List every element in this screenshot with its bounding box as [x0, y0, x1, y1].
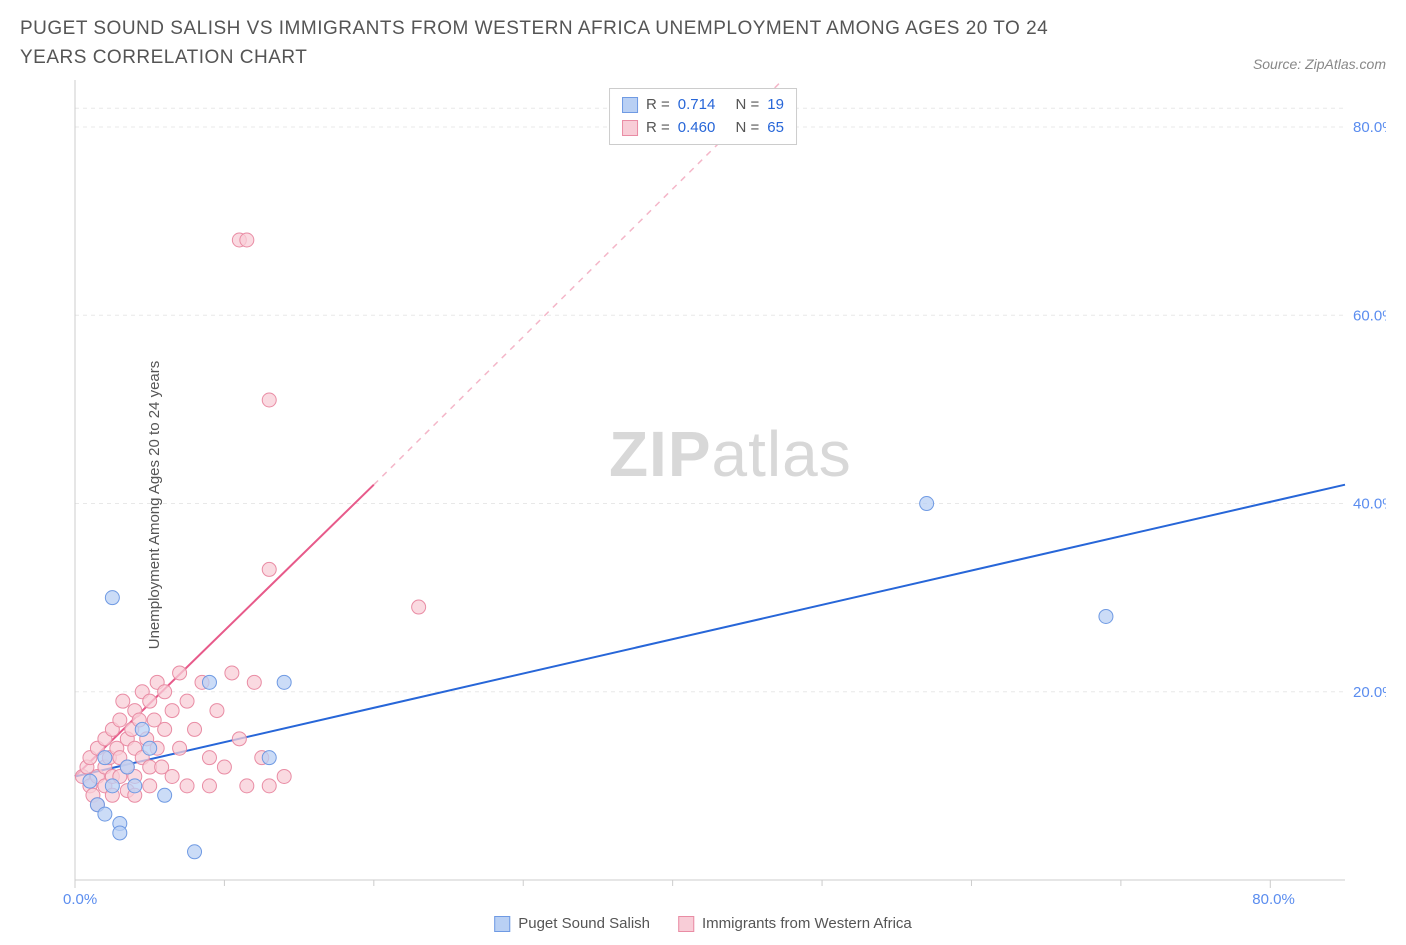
svg-text:80.0%: 80.0% [1353, 119, 1386, 136]
source-label: Source: ZipAtlas.com [1253, 56, 1386, 72]
legend-item-2: Immigrants from Western Africa [678, 915, 912, 932]
svg-text:80.0%: 80.0% [1252, 891, 1295, 908]
legend-label-2: Immigrants from Western Africa [702, 915, 912, 932]
legend-label-1: Puget Sound Salish [518, 915, 650, 932]
svg-text:40.0%: 40.0% [1353, 496, 1386, 513]
legend-item-1: Puget Sound Salish [494, 915, 650, 932]
chart-area: Unemployment Among Ages 20 to 24 years 2… [20, 80, 1386, 930]
swatch-series-2-b [678, 916, 694, 932]
swatch-series-2 [622, 120, 638, 136]
bottom-legend: Puget Sound Salish Immigrants from Weste… [494, 915, 912, 932]
stats-legend: R = 0.714 N = 19 R = 0.460 N = 65 [609, 88, 797, 145]
n-value-2: 65 [767, 117, 784, 140]
n-value-1: 19 [767, 94, 784, 117]
header-row: PUGET SOUND SALISH VS IMMIGRANTS FROM WE… [20, 15, 1386, 72]
scatter-chart: 20.0% 40.0% 60.0% 80.0% 0.0% 80.0% [20, 80, 1386, 910]
r-value-2: 0.460 [678, 117, 716, 140]
r-label: R = [646, 117, 670, 140]
chart-title: PUGET SOUND SALISH VS IMMIGRANTS FROM WE… [20, 15, 1120, 72]
svg-text:0.0%: 0.0% [63, 891, 97, 908]
y-axis-title: Unemployment Among Ages 20 to 24 years [146, 361, 163, 650]
svg-text:20.0%: 20.0% [1353, 684, 1386, 701]
r-value-1: 0.714 [678, 94, 716, 117]
n-label: N = [736, 94, 760, 117]
swatch-series-1-b [494, 916, 510, 932]
svg-text:60.0%: 60.0% [1353, 307, 1386, 324]
stats-row-series-2: R = 0.460 N = 65 [622, 117, 784, 140]
swatch-series-1 [622, 97, 638, 113]
n-label: N = [736, 117, 760, 140]
stats-row-series-1: R = 0.714 N = 19 [622, 94, 784, 117]
r-label: R = [646, 94, 670, 117]
